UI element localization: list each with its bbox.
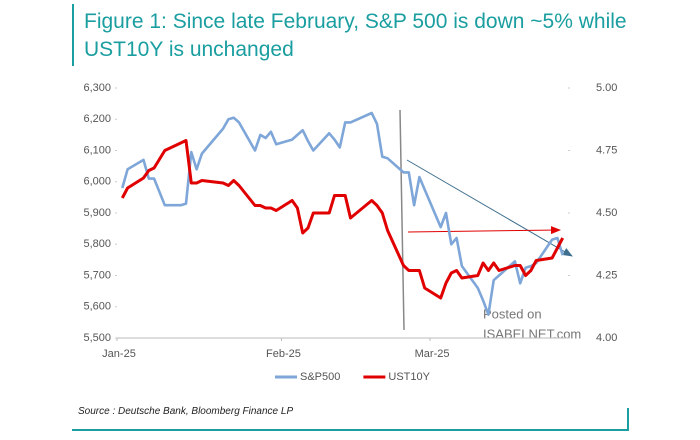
y2-tick-label: 4.75 [596,144,617,156]
y2-tick-label: 4.25 [596,269,617,281]
y2-tick-label: 4.50 [596,207,617,219]
series-line [120,139,565,300]
series-line [121,111,564,316]
watermark: ISABELNET.com [483,326,581,341]
legend-label: UST10Y [388,371,430,383]
y-tick-label: 5,600 [83,301,111,313]
event-line [399,109,405,331]
x-tick-label: Jan-25 [102,348,136,360]
y2-tick-label: 4.00 [596,332,617,344]
y-tick-label: 6,000 [83,176,111,188]
y2-tick-label: 5.00 [596,82,617,94]
y-tick-label: 5,500 [83,332,111,344]
source-note: Source : Deutsche Bank, Bloomberg Financ… [78,406,294,417]
y-tick-label: 5,800 [83,238,111,250]
watermark: Posted on [483,306,542,321]
x-tick-label: Feb-25 [266,348,301,360]
y-tick-label: 6,200 [83,113,111,125]
chart-title: Figure 1: Since late February, S&P 500 i… [84,10,627,61]
y-tick-label: 5,700 [83,269,111,281]
flat-arrow [407,226,561,235]
x-tick-label: Mar-25 [415,348,450,360]
y-tick-label: 6,300 [83,82,111,94]
y-tick-label: 5,900 [83,207,111,219]
y-tick-label: 6,100 [83,144,111,156]
frame-corner [72,408,629,431]
legend-label: S&P500 [300,371,340,383]
trend-arrow [406,159,573,257]
